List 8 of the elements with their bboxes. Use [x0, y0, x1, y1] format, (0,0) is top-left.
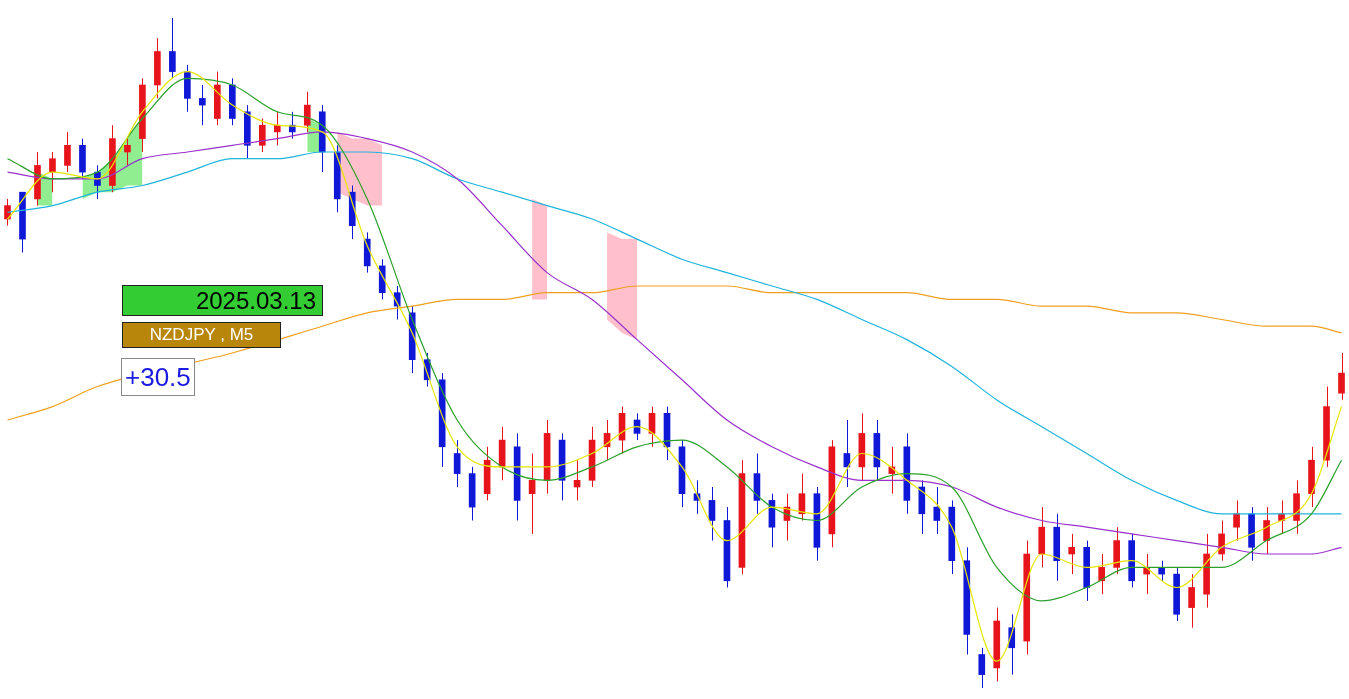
date-tag: 2025.03.13 [122, 285, 323, 316]
candlestick [1188, 573, 1195, 629]
symbol-tag: NZDJPY , M5 [122, 322, 281, 348]
candlestick [1338, 352, 1345, 401]
candlestick [64, 131, 71, 173]
value-tag: +30.5 [121, 358, 195, 396]
candlestick [169, 17, 176, 79]
candlestick [978, 647, 986, 689]
